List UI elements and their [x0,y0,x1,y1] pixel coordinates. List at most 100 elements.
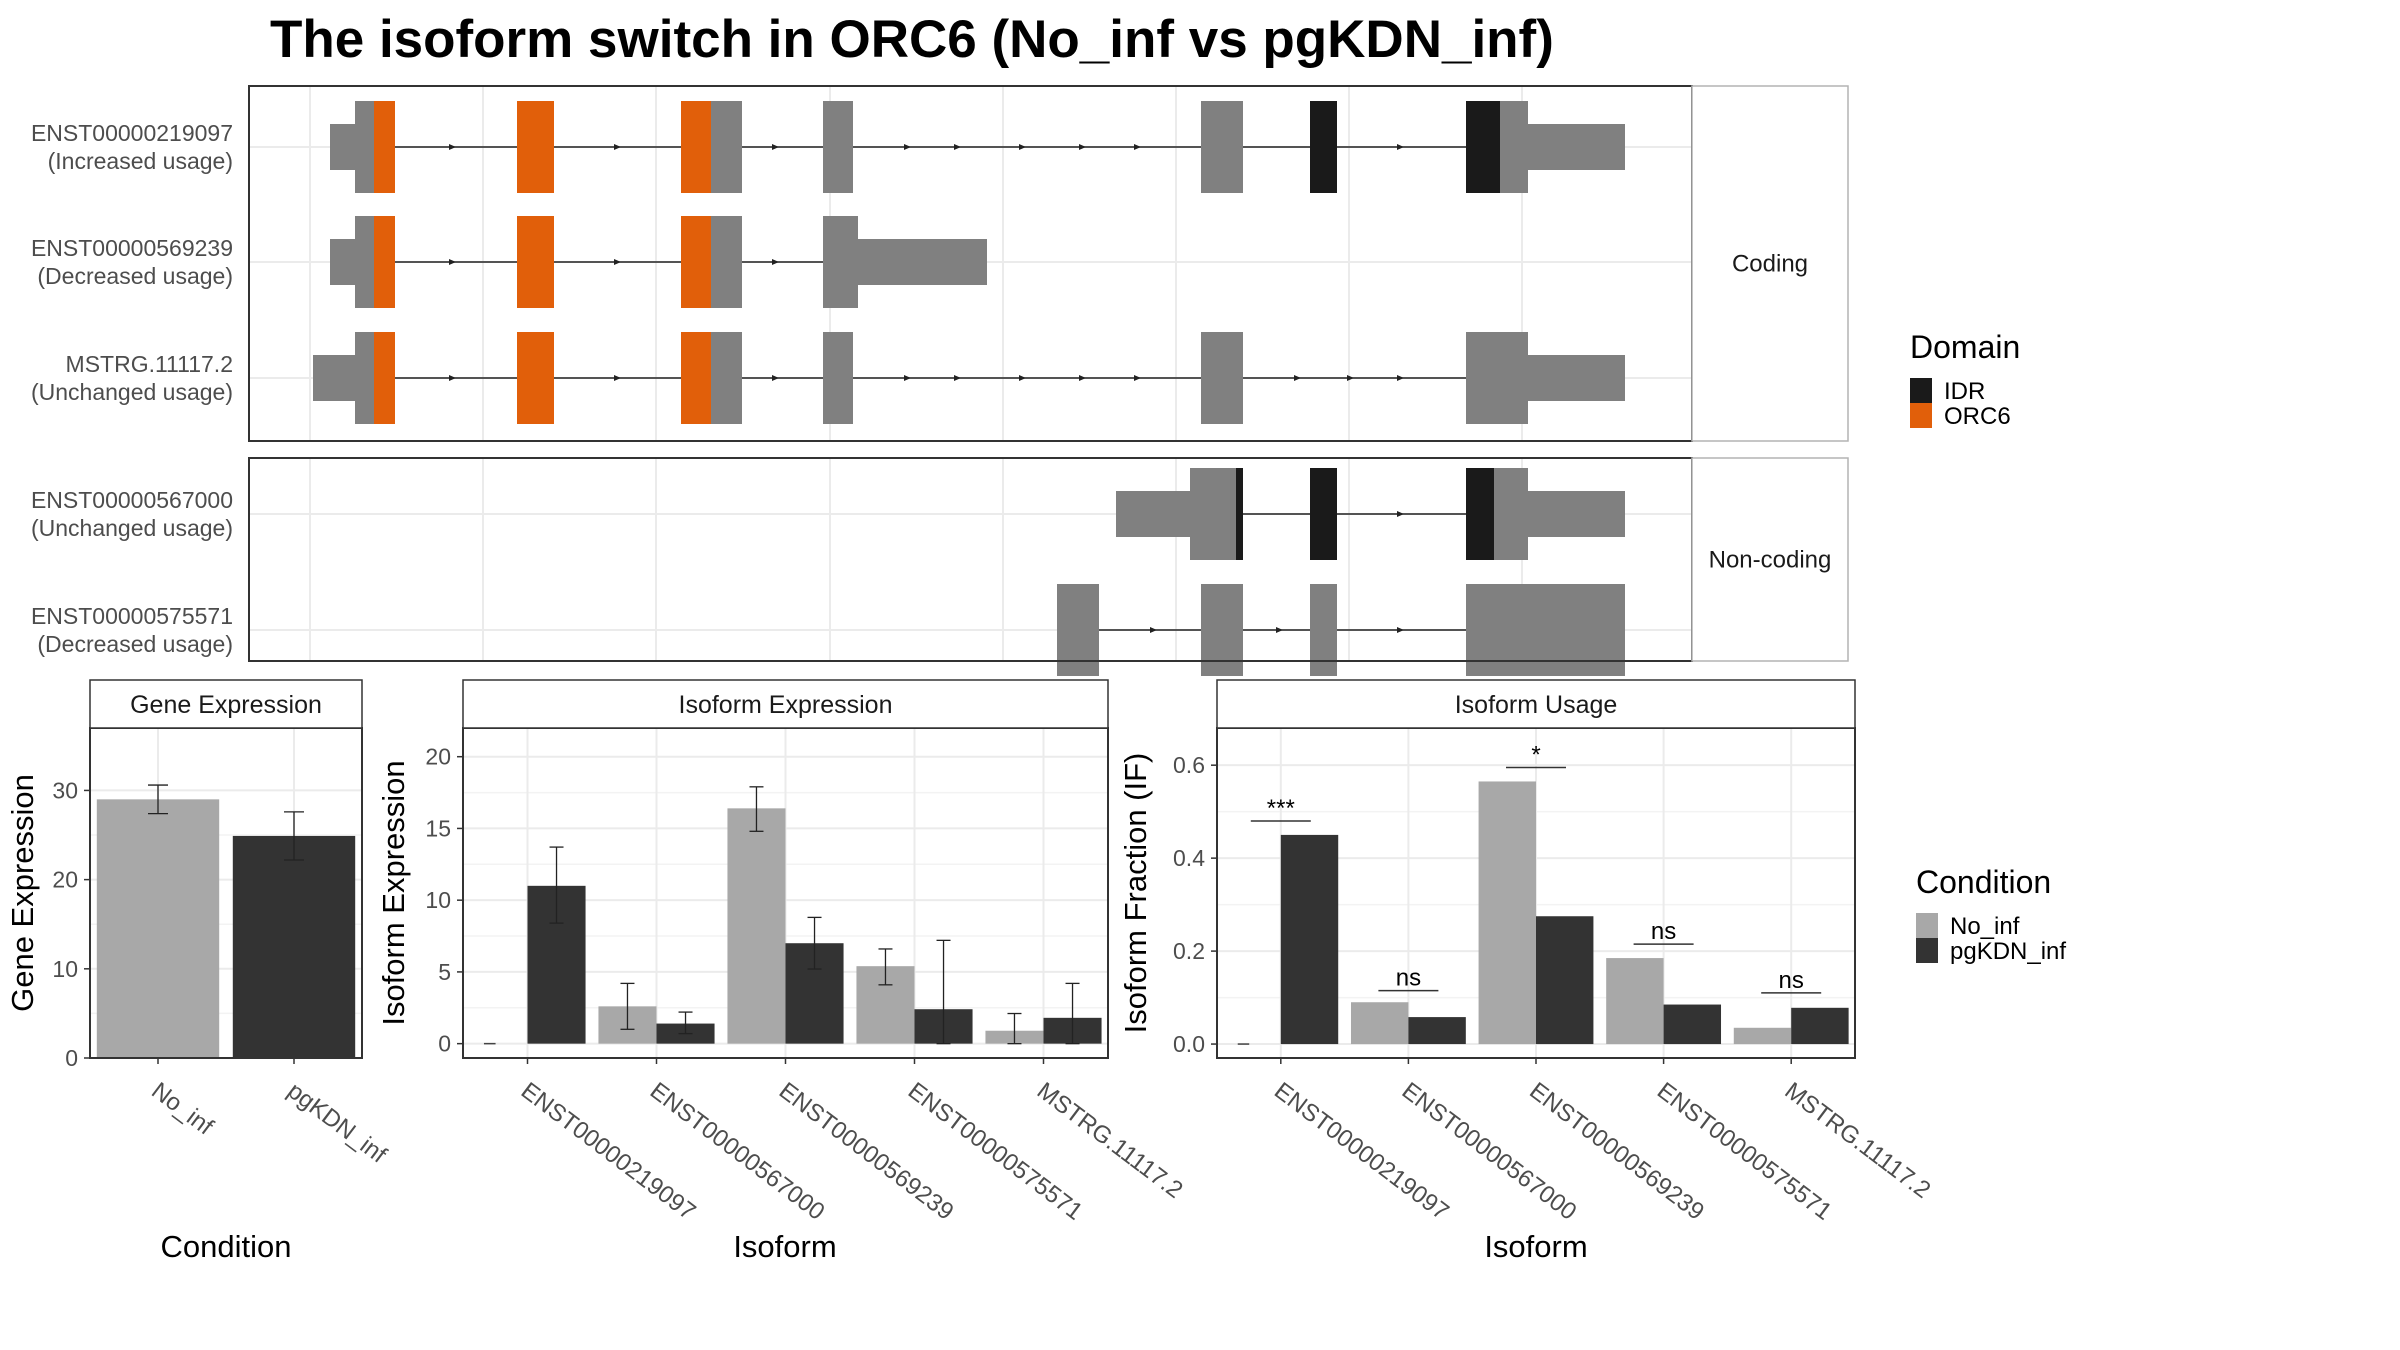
bar [1478,781,1536,1045]
significance-label: *** [1267,795,1295,822]
y-tick-label: 15 [425,815,451,841]
bar [1280,834,1339,1045]
domain-legend-title: Domain [1910,329,2020,365]
x-axis-label: Isoform [733,1229,836,1264]
orc6-domain-exon [374,101,395,193]
transcript-label: ENST00000219097 (Increased usage) [31,120,233,174]
y-tick-label: 20 [425,744,451,770]
y-tick-label: 10 [425,887,451,913]
cds-exon [1500,101,1528,193]
y-tick-label: 30 [52,777,78,803]
transcript-label: ENST00000575571 (Decreased usage) [31,603,233,657]
condition-legend-label: No_inf [1950,913,2020,940]
cds-exon [1201,584,1243,676]
orc6-domain-exon [374,332,395,424]
orc6-domain-exon [681,332,711,424]
facet-strip [1691,85,1849,442]
utr-exon [1528,124,1625,170]
utr-exon [1116,491,1190,537]
y-axis-label: Gene Expression [5,774,40,1012]
significance-label: * [1531,742,1540,769]
bar [727,808,786,1044]
orc6-domain-exon [517,216,554,308]
x-axis-label: Isoform [1484,1229,1587,1264]
chart-title-strip [462,679,1109,729]
intron-arrow [1397,511,1404,517]
y-tick-label: 0.0 [1173,1031,1205,1057]
condition-legend-key [1916,913,1938,938]
orc6-domain-exon [374,216,395,308]
orc6-domain-exon [681,101,711,193]
utr-exon [313,355,355,401]
chart-title: Isoform Usage [1455,691,1618,719]
transcript-usage: (Decreased usage) [37,263,233,289]
y-tick-label: 20 [52,867,78,893]
intron-arrow [954,375,961,381]
condition-legend-label: pgKDN_inf [1950,938,2066,965]
y-tick-label: 0.4 [1173,845,1205,871]
idr-domain-exon [1466,468,1494,560]
transcript-label: MSTRG.11117.2 (Unchanged usage) [31,351,233,405]
idr-domain-exon [1466,101,1500,193]
cds-exon [823,101,853,193]
cds-exon [711,332,742,424]
intron-arrow [449,375,456,381]
cds-exon [1310,584,1337,676]
domain-legend-label: ORC6 [1944,403,2011,430]
cds-exon [1494,468,1528,560]
intron-arrow [1397,375,1404,381]
cds-exon [355,332,374,424]
transcript-label: ENST00000567000 (Unchanged usage) [31,487,233,541]
intron-arrow [614,375,621,381]
bar [1663,1004,1722,1045]
condition-legend-key [1916,938,1938,963]
y-axis-label: Isoform Fraction (IF) [1118,753,1153,1034]
intron-arrow [449,259,456,265]
transcript-usage: (Decreased usage) [37,631,233,657]
cds-exon [355,101,374,193]
transcript-usage: (Unchanged usage) [31,515,233,541]
idr-domain-exon [1310,468,1337,560]
cds-exon [1466,332,1528,424]
y-tick-label: 0.2 [1173,938,1205,964]
y-tick-label: 10 [52,956,78,982]
intron-arrow [614,144,621,150]
significance-label: ns [1396,965,1421,992]
intron-arrow [614,259,621,265]
intron-arrow [904,144,911,150]
utr-exon [330,239,355,285]
intron-arrow [1150,627,1157,633]
transcript-usage: (Unchanged usage) [31,379,233,405]
cds-exon [1201,332,1243,424]
significance-label: ns [1651,918,1676,945]
transcript-id: ENST00000569239 [31,235,233,261]
utr-exon [1528,491,1625,537]
orc6-domain-exon [681,216,711,308]
bar [1536,916,1594,1045]
intron-arrow [1079,144,1086,150]
cds-exon [711,216,742,308]
condition-legend-title: Condition [1916,864,2051,900]
cds-exon [1201,101,1243,193]
domain-legend-key [1910,378,1932,403]
transcript-structure-panel: ENST00000219097 (Increased usage) ENST0000… [31,85,1849,676]
transcript-usage: (Increased usage) [48,148,233,174]
intron-arrow [772,259,779,265]
transcript-id: ENST00000567000 [31,487,233,513]
intron-arrow [1294,375,1301,381]
facet-strip [1691,457,1849,662]
transcript-label: ENST00000569239 (Decreased usage) [31,235,233,289]
intron-arrow [772,144,779,150]
idr-domain-exon [1310,101,1337,193]
figure-title: The isoform switch in ORC6 (No_inf vs pg… [270,10,1554,69]
y-axis-label: Isoform Expression [376,760,411,1025]
intron-arrow [772,375,779,381]
bar-charts: 0 10 20 30 No_inf pgKDN_inf Gene Expression Con… [5,679,1935,1264]
cds-exon [1057,584,1099,676]
structure-panel-bg [249,458,1692,661]
x-tick-label: pgKDN_inf [282,1077,391,1169]
y-tick-label: 0 [65,1045,78,1071]
